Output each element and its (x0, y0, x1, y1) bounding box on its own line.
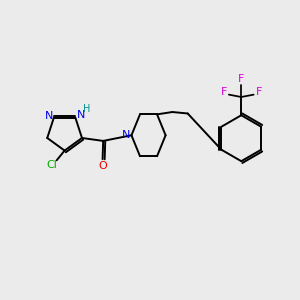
Text: N: N (76, 110, 85, 120)
Text: F: F (220, 87, 227, 97)
Text: F: F (238, 74, 244, 84)
Text: O: O (98, 161, 107, 171)
Text: N: N (122, 130, 130, 140)
Text: F: F (256, 87, 262, 97)
Text: H: H (83, 104, 90, 114)
Text: Cl: Cl (47, 160, 58, 170)
Text: N: N (44, 111, 53, 121)
